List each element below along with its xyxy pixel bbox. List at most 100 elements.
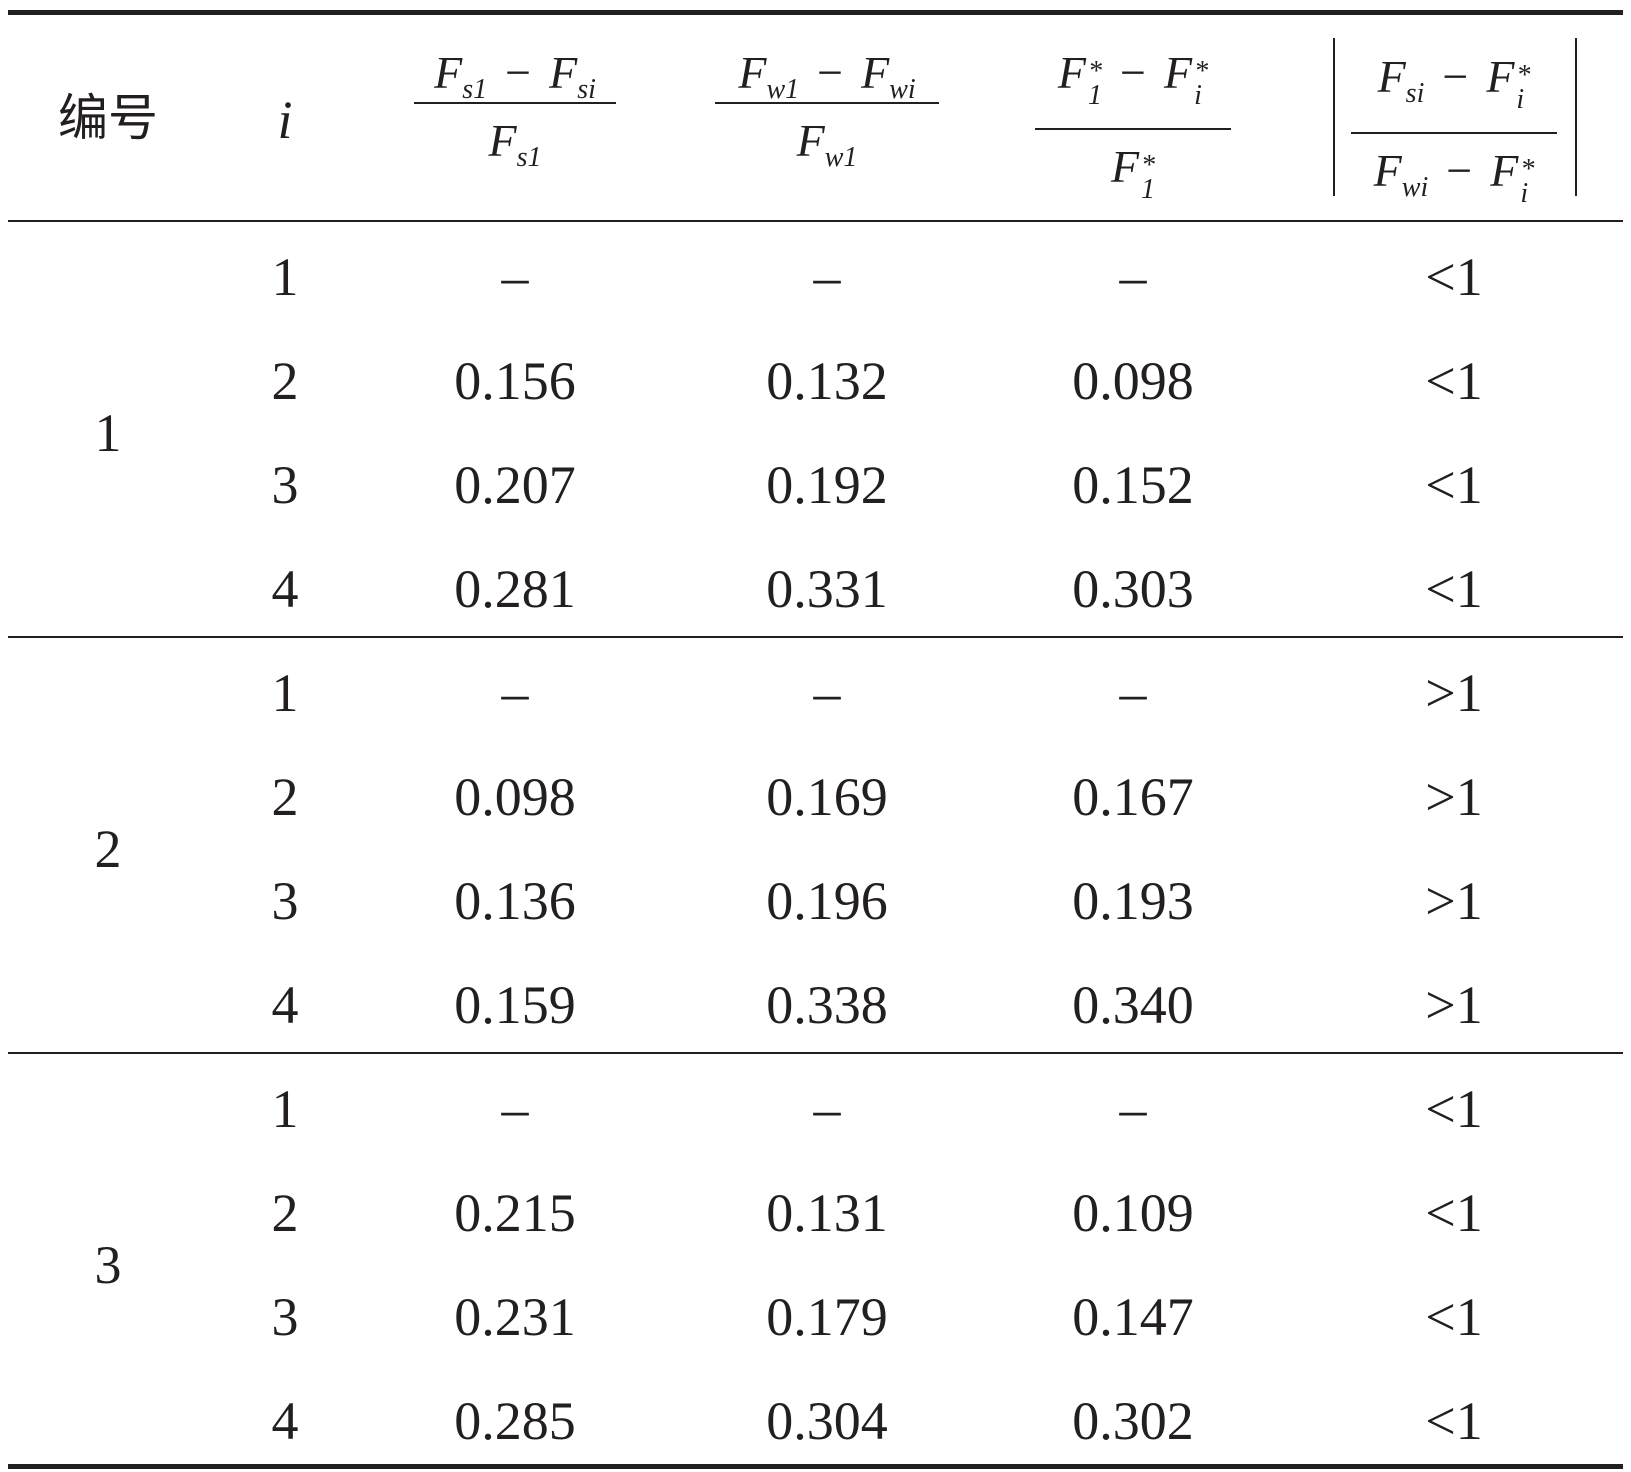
cell-fs-ratio: – bbox=[501, 247, 529, 307]
cell-fs-ratio: 0.285 bbox=[454, 1391, 576, 1451]
symbol-f: F bbox=[861, 47, 890, 98]
cell-fw-ratio: 0.192 bbox=[766, 455, 888, 515]
cell-i: 3 bbox=[271, 455, 299, 515]
superscript: * bbox=[1520, 154, 1535, 185]
symbol-f: F bbox=[1486, 51, 1515, 102]
cell-i: 4 bbox=[271, 559, 299, 619]
cell-i: 3 bbox=[271, 871, 299, 931]
minus-sign: − bbox=[1120, 47, 1146, 98]
symbol-f: F bbox=[549, 47, 578, 98]
cell-abs-ratio: <1 bbox=[1425, 455, 1483, 515]
cell-abs-ratio: <1 bbox=[1425, 351, 1483, 411]
cell-fw-ratio: 0.132 bbox=[766, 351, 888, 411]
superscript: * bbox=[1088, 56, 1103, 87]
cell-fw-ratio: 0.304 bbox=[766, 1391, 888, 1451]
cell-i: 1 bbox=[271, 1079, 299, 1139]
superscript: * bbox=[1516, 60, 1531, 91]
cell-i: 2 bbox=[271, 351, 299, 411]
cell-i: 2 bbox=[271, 1183, 299, 1243]
cell-fs-ratio: 0.136 bbox=[454, 871, 576, 931]
cell-i: 1 bbox=[271, 247, 299, 307]
subscript: 1 bbox=[1141, 174, 1156, 205]
minus-sign: − bbox=[817, 47, 844, 98]
cell-i: 2 bbox=[271, 767, 299, 827]
cell-i: 4 bbox=[271, 1391, 299, 1451]
subscript: 1 bbox=[1088, 80, 1103, 111]
cell-fs-ratio: 0.231 bbox=[454, 1287, 576, 1347]
cell-abs-ratio: <1 bbox=[1425, 1079, 1483, 1139]
minus-sign: − bbox=[1442, 51, 1469, 102]
fraction-bar bbox=[414, 102, 616, 104]
scripts: * i bbox=[1194, 58, 1208, 132]
cell-abs-ratio: <1 bbox=[1425, 247, 1483, 307]
minus-sign: − bbox=[505, 47, 532, 98]
cell-fw-ratio: 0.169 bbox=[766, 767, 888, 827]
scripts: * 1 bbox=[1141, 152, 1156, 226]
subscript: i bbox=[1516, 84, 1525, 115]
cell-group-id: 3 bbox=[94, 1235, 122, 1295]
fraction-bar bbox=[1351, 132, 1557, 134]
cell-fw-ratio: 0.131 bbox=[766, 1183, 888, 1243]
absolute-value-bar-right bbox=[1575, 38, 1577, 196]
cell-fw-ratio: 0.331 bbox=[766, 559, 888, 619]
cell-fs-ratio: 0.156 bbox=[454, 351, 576, 411]
superscript: * bbox=[1194, 56, 1209, 87]
scripts: * i bbox=[1520, 156, 1534, 230]
fraction-bar bbox=[715, 102, 939, 104]
symbol-f: F bbox=[1373, 145, 1402, 196]
cell-fs-ratio: 0.159 bbox=[454, 975, 576, 1035]
symbol-f: F bbox=[488, 115, 517, 166]
cell-fstar-ratio: 0.340 bbox=[1072, 975, 1194, 1035]
symbol-f: F bbox=[1163, 47, 1193, 98]
cell-fstar-ratio: 0.303 bbox=[1072, 559, 1194, 619]
subscript: i bbox=[1520, 178, 1529, 209]
cell-abs-ratio: >1 bbox=[1425, 767, 1483, 827]
cell-fstar-ratio: 0.193 bbox=[1072, 871, 1194, 931]
cell-fstar-ratio: 0.109 bbox=[1072, 1183, 1194, 1243]
cell-fs-ratio: 0.215 bbox=[454, 1183, 576, 1243]
symbol-f: F bbox=[1490, 145, 1519, 196]
cell-fstar-ratio: – bbox=[1119, 1079, 1147, 1139]
cell-i: 1 bbox=[271, 663, 299, 723]
header-fstar-fraction: F * 1 − F * i F * 1 bbox=[1035, 50, 1231, 216]
cell-fw-ratio: – bbox=[813, 663, 841, 723]
cell-abs-ratio: >1 bbox=[1425, 663, 1483, 723]
minus-sign: − bbox=[1446, 145, 1473, 196]
cell-fs-ratio: 0.098 bbox=[454, 767, 576, 827]
symbol-f: F bbox=[1110, 141, 1140, 192]
top-rule bbox=[8, 10, 1623, 15]
cell-fw-ratio: – bbox=[813, 1079, 841, 1139]
cell-fstar-ratio: 0.302 bbox=[1072, 1391, 1194, 1451]
cell-i: 3 bbox=[271, 1287, 299, 1347]
symbol-f: F bbox=[1377, 51, 1406, 102]
cell-abs-ratio: >1 bbox=[1425, 975, 1483, 1035]
cell-i: 4 bbox=[271, 975, 299, 1035]
bottom-rule bbox=[8, 1464, 1623, 1469]
header-rule bbox=[8, 220, 1623, 222]
cell-fs-ratio: – bbox=[501, 1079, 529, 1139]
symbol-f: F bbox=[738, 47, 767, 98]
group-divider bbox=[8, 636, 1623, 638]
scripts: * i bbox=[1516, 62, 1530, 136]
cell-fstar-ratio: 0.167 bbox=[1072, 767, 1194, 827]
cell-fs-ratio: 0.207 bbox=[454, 455, 576, 515]
cell-fw-ratio: – bbox=[813, 247, 841, 307]
scripts: * 1 bbox=[1088, 58, 1103, 132]
cell-fstar-ratio: 0.147 bbox=[1072, 1287, 1194, 1347]
header-id: 编号 bbox=[58, 89, 158, 147]
cell-abs-ratio: <1 bbox=[1425, 559, 1483, 619]
symbol-f: F bbox=[1057, 47, 1087, 98]
cell-fstar-ratio: 0.098 bbox=[1072, 351, 1194, 411]
superscript: * bbox=[1141, 150, 1156, 181]
cell-fw-ratio: 0.338 bbox=[766, 975, 888, 1035]
cell-fstar-ratio: – bbox=[1119, 247, 1147, 307]
header-i: i bbox=[277, 90, 293, 150]
cell-fs-ratio: – bbox=[501, 663, 529, 723]
